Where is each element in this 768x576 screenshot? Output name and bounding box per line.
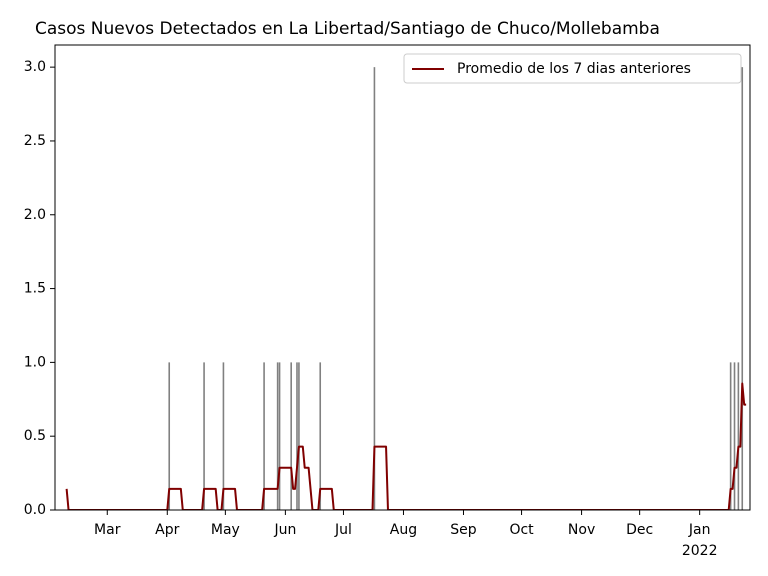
chart-title: Casos Nuevos Detectados en La Libertad/S…	[35, 19, 660, 39]
x-tick-label: Nov	[568, 522, 595, 538]
bar	[263, 362, 265, 510]
legend-box	[403, 53, 742, 84]
plot-area	[65, 67, 747, 510]
x-tick-label: Apr	[155, 522, 179, 538]
x-tick-label: Oct	[509, 522, 534, 538]
x-tick-label: Sep	[450, 522, 477, 538]
bar	[296, 362, 298, 510]
x-tick-label: Jul	[334, 522, 352, 538]
x-tick-year: 2022	[682, 543, 718, 559]
plot-frame	[54, 44, 751, 511]
bar	[373, 67, 376, 510]
x-tick-label: Aug	[390, 522, 417, 538]
y-tick-label: 2.0	[24, 207, 46, 223]
legend-label: Promedio de los 7 dias anteriores	[457, 61, 691, 77]
bar	[741, 67, 744, 510]
y-tick-label: 0.5	[24, 428, 46, 444]
y-tick-label: 3.0	[24, 59, 46, 75]
y-tick-label: 1.5	[24, 281, 46, 297]
bar	[278, 362, 281, 510]
bar	[203, 362, 205, 510]
line	[65, 382, 747, 510]
y-tick-label: 0.0	[24, 502, 46, 518]
bar	[737, 362, 740, 510]
bar	[290, 362, 292, 510]
y-tick-label: 1.0	[24, 354, 46, 370]
bar	[729, 362, 732, 510]
x-tick-label: May	[211, 522, 240, 538]
bar	[733, 362, 736, 510]
x-tick-label: Jun	[273, 522, 296, 538]
bar	[276, 362, 279, 510]
x-tick-label: Mar	[94, 522, 121, 538]
x-tick-label: Dec	[626, 522, 653, 538]
bar	[319, 362, 322, 510]
x-tick-label: Jan	[688, 522, 711, 538]
bar	[168, 362, 171, 510]
bar	[298, 362, 300, 510]
y-tick-label: 2.5	[24, 133, 46, 149]
bar	[222, 362, 225, 510]
